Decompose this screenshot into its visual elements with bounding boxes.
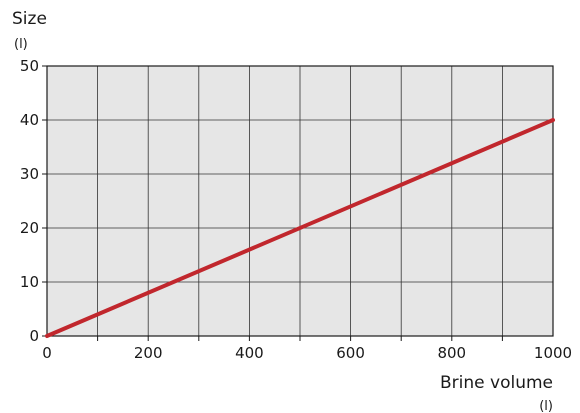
series-line xyxy=(45,118,555,338)
x-tick-label: 0 xyxy=(42,344,52,362)
series xyxy=(45,118,555,338)
y-tick-label: 0 xyxy=(29,327,39,345)
x-axis-title: Brine volume xyxy=(440,373,553,393)
x-tick-label: 1000 xyxy=(534,344,572,362)
y-tick-label: 20 xyxy=(20,219,39,237)
axes xyxy=(42,65,554,341)
x-tick-label: 600 xyxy=(336,344,365,362)
y-tick-label: 50 xyxy=(20,57,39,75)
y-tick-label: 30 xyxy=(20,165,39,183)
x-axis-unit: (l) xyxy=(539,399,553,413)
x-tick-label: 200 xyxy=(134,344,163,362)
y-tick-label: 10 xyxy=(20,273,39,291)
y-tick-label: 40 xyxy=(20,111,39,129)
plot-border xyxy=(46,65,554,337)
x-tick-label: 800 xyxy=(437,344,466,362)
y-axis-title: Size xyxy=(12,9,47,29)
y-axis-unit: (l) xyxy=(14,37,28,52)
x-tick-label: 400 xyxy=(235,344,264,362)
tick-labels: 0 10 20 30 40 50 0 200 400 600 800 1000 xyxy=(20,57,572,362)
